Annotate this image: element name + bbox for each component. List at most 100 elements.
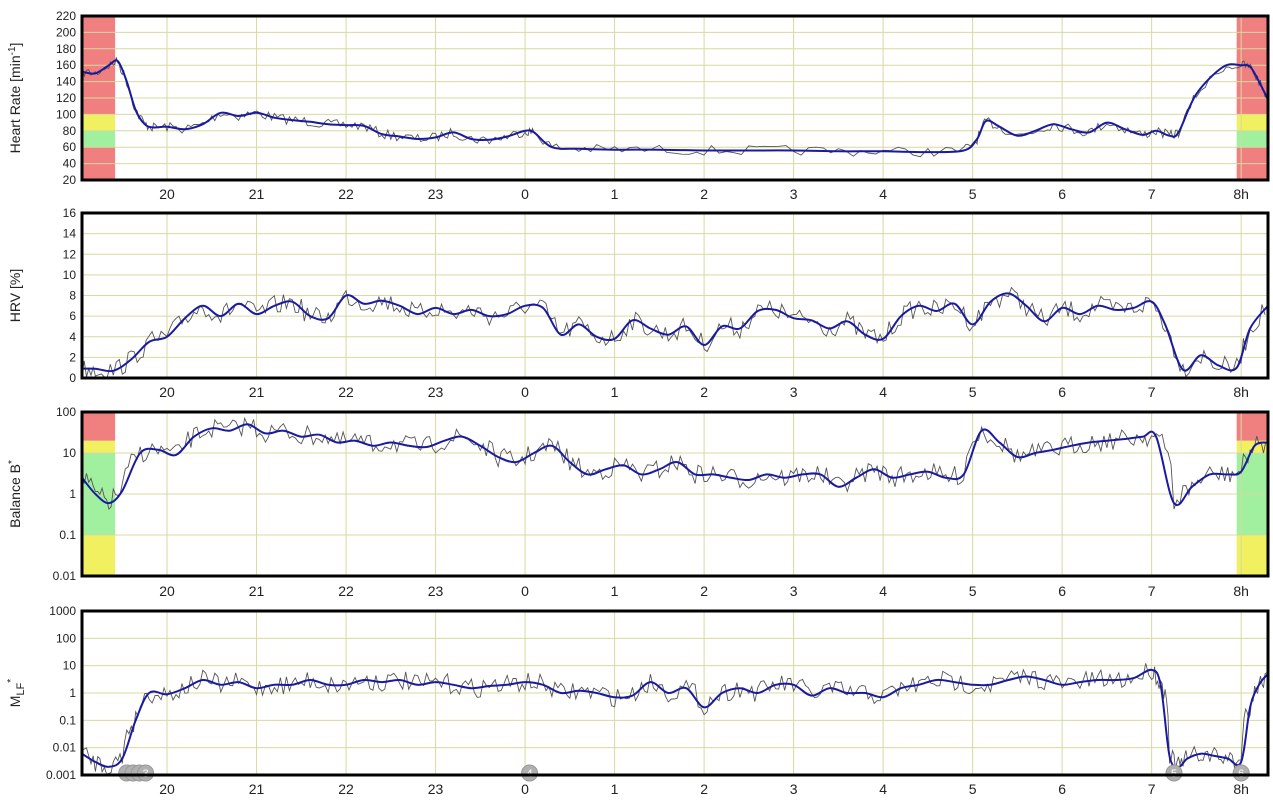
y-tick-label: 2 <box>69 350 76 364</box>
y-tick-label: 180 <box>56 42 76 56</box>
x-tick-label: 8h <box>1233 186 1249 202</box>
y-axis-label: HRV [%] <box>7 269 23 322</box>
event-marker <box>521 764 539 782</box>
y-axis-label: Heart Rate [min-1] <box>7 43 23 154</box>
event-marker <box>1165 764 1183 782</box>
plot-frame <box>80 609 1270 777</box>
y-tick-label: 4 <box>69 330 76 344</box>
x-tick-label: 4 <box>879 583 887 599</box>
y-tick-label: 10 <box>63 659 77 673</box>
smooth-trace <box>82 668 1268 768</box>
event-marker <box>1232 764 1250 782</box>
x-tick-label: 3 <box>790 781 798 797</box>
x-tick-label: 5 <box>969 781 977 797</box>
y-tick-label: 80 <box>63 124 77 138</box>
y-tick-label: 100 <box>56 405 76 419</box>
y-tick-label: 16 <box>63 206 77 220</box>
zone-band-1-1 <box>1236 130 1268 148</box>
x-tick-label: 0 <box>521 781 529 797</box>
x-tick-label: 23 <box>428 384 444 400</box>
x-tick-label: 0 <box>521 384 529 400</box>
x-tick-label: 1 <box>611 384 619 400</box>
x-tick-label: 7 <box>1148 186 1156 202</box>
y-tick-label: 60 <box>63 140 77 154</box>
x-tick-label: 2 <box>700 384 708 400</box>
x-tick-label: 5 <box>969 384 977 400</box>
x-tick-label: 22 <box>338 781 354 797</box>
y-tick-label: 6 <box>69 309 76 323</box>
x-tick-label: 23 <box>428 186 444 202</box>
y-tick-label: 1 <box>69 487 76 501</box>
smooth-trace <box>82 423 1268 506</box>
x-tick-label: 22 <box>338 583 354 599</box>
event-marker <box>137 764 155 782</box>
zone-band-0-1 <box>82 130 116 148</box>
plot-frame <box>80 14 1270 182</box>
x-tick-label: 6 <box>1058 781 1066 797</box>
x-tick-label: 23 <box>428 583 444 599</box>
x-tick-label: 1 <box>611 781 619 797</box>
zone-band-1-2 <box>1236 114 1268 131</box>
y-tick-label: 1 <box>69 686 76 700</box>
x-tick-label: 6 <box>1058 186 1066 202</box>
zone-band-1-3 <box>1236 412 1268 441</box>
zone-band-0-3 <box>82 412 116 441</box>
y-tick-label: 12 <box>63 247 77 261</box>
x-tick-label: 8h <box>1233 583 1249 599</box>
x-tick-label: 6 <box>1058 384 1066 400</box>
y-tick-label: 10 <box>63 268 77 282</box>
y-axis-label: Balance B* <box>7 460 23 528</box>
zone-band-0-2 <box>82 440 116 453</box>
x-tick-label: 0 <box>521 583 529 599</box>
x-tick-label: 4 <box>879 781 887 797</box>
y-tick-label: 0.01 <box>53 569 77 583</box>
raw-trace <box>82 57 1267 158</box>
y-tick-label: 0.01 <box>53 741 77 755</box>
y-tick-label: 8 <box>69 289 76 303</box>
y-tick-label: 100 <box>56 631 76 645</box>
x-tick-label: 22 <box>338 186 354 202</box>
y-tick-label: 100 <box>56 107 76 121</box>
smooth-trace <box>82 59 1268 154</box>
y-tick-label: 1000 <box>49 604 76 618</box>
x-tick-label: 23 <box>428 781 444 797</box>
x-tick-label: 7 <box>1148 384 1156 400</box>
y-tick-label: 0.1 <box>59 713 76 727</box>
x-tick-label: 2 <box>700 781 708 797</box>
y-tick-label: 160 <box>56 58 76 72</box>
y-tick-label: 220 <box>56 9 76 23</box>
x-tick-label: 3 <box>790 583 798 599</box>
y-tick-label: 14 <box>63 227 77 241</box>
x-tick-label: 1 <box>611 186 619 202</box>
x-tick-label: 3 <box>790 384 798 400</box>
x-tick-label: 21 <box>249 781 265 797</box>
zone-band-1-0 <box>1236 535 1268 576</box>
y-axis-label: MLF* <box>6 679 27 708</box>
x-tick-label: 8h <box>1233 384 1249 400</box>
y-tick-label: 0.1 <box>59 528 76 542</box>
x-tick-label: 3 <box>790 186 798 202</box>
y-tick-label: 40 <box>63 157 77 171</box>
x-tick-label: 21 <box>249 384 265 400</box>
y-tick-label: 200 <box>56 25 76 39</box>
x-tick-label: 8h <box>1233 781 1249 797</box>
x-tick-label: 2 <box>700 583 708 599</box>
raw-trace <box>82 286 1266 378</box>
x-tick-label: 21 <box>249 583 265 599</box>
raw-trace <box>82 416 1267 511</box>
x-tick-label: 20 <box>159 583 175 599</box>
plot-frame <box>80 410 1270 578</box>
x-tick-label: 5 <box>969 186 977 202</box>
x-tick-label: 4 <box>879 384 887 400</box>
y-tick-label: 120 <box>56 91 76 105</box>
x-tick-label: 4 <box>879 186 887 202</box>
y-tick-label: 10 <box>63 446 77 460</box>
x-tick-label: 5 <box>969 583 977 599</box>
x-tick-label: 21 <box>249 186 265 202</box>
y-tick-label: 140 <box>56 75 76 89</box>
